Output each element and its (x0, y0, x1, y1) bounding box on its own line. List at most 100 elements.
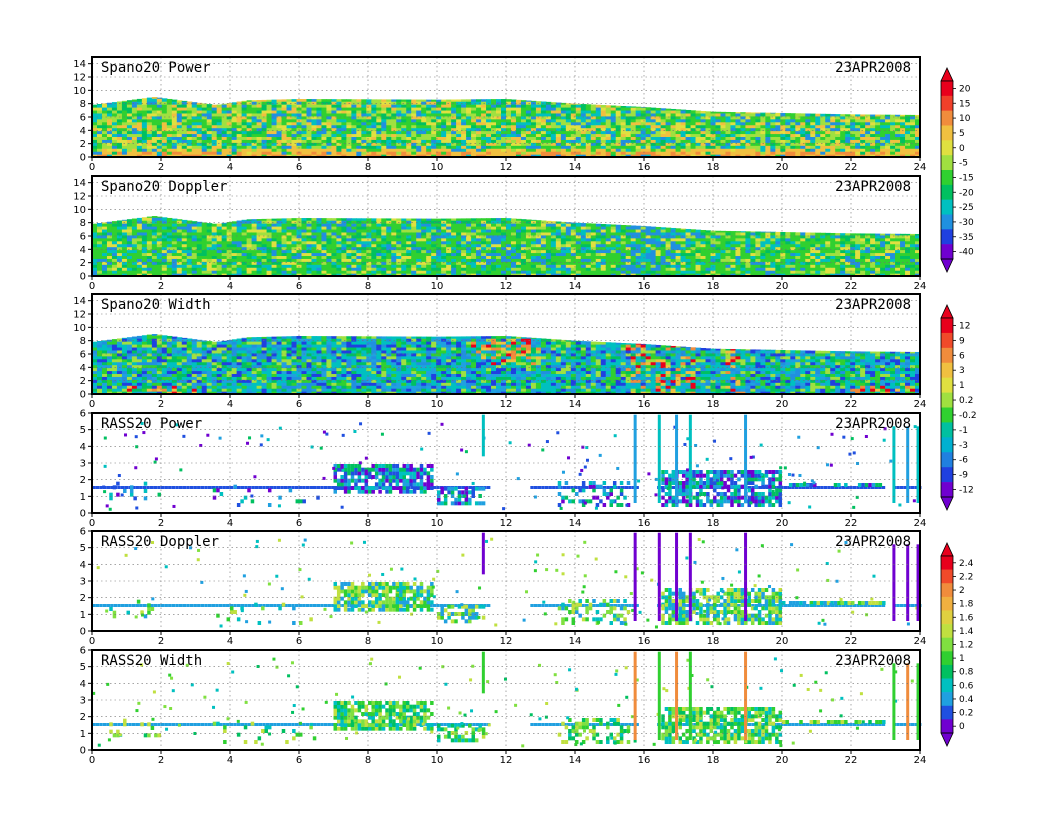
data-cell (326, 99, 333, 102)
data-cell (391, 148, 397, 152)
data-cell (381, 133, 387, 138)
data-cell (471, 142, 477, 146)
data-cell (321, 151, 328, 155)
data-cell (196, 154, 203, 158)
data-cell (575, 133, 582, 138)
data-cell (770, 127, 776, 132)
data-cell (900, 154, 906, 158)
data-cell (535, 136, 542, 140)
data-cell (196, 221, 203, 224)
data-cell (366, 218, 372, 221)
data-cell (835, 139, 841, 143)
data-cell (271, 115, 278, 120)
data-cell (421, 133, 427, 138)
data-cell (615, 151, 622, 155)
data-cell (476, 218, 482, 221)
data-cell (820, 127, 826, 132)
data-cell (660, 127, 667, 132)
data-cell (540, 151, 547, 155)
data-cell (700, 142, 707, 146)
data-cell (760, 139, 766, 143)
data-cell (401, 124, 407, 129)
data-cell (346, 139, 352, 143)
data-cell (261, 121, 268, 126)
data-cell (655, 115, 662, 120)
data-cell (196, 118, 203, 123)
data-cell (246, 142, 253, 146)
data-cell (600, 139, 607, 143)
data-cell (515, 124, 522, 129)
data-cell (101, 115, 108, 120)
data-cell (286, 104, 293, 108)
data-cell (610, 109, 617, 114)
data-cell (720, 115, 727, 120)
data-cell (386, 139, 392, 143)
data-cell (635, 139, 642, 143)
data-cell (640, 151, 647, 155)
data-cell (136, 109, 143, 114)
data-cell (750, 124, 756, 129)
data-cell (515, 151, 522, 155)
data-cell (106, 124, 113, 129)
data-cell (451, 118, 457, 123)
data-cell (316, 107, 323, 111)
data-cell (311, 109, 318, 114)
data-cell (780, 142, 786, 146)
data-cell (630, 148, 637, 152)
data-cell (735, 142, 742, 146)
data-cell (366, 107, 372, 111)
data-cell (785, 113, 791, 117)
data-cell (111, 151, 118, 155)
data-cell (166, 121, 173, 126)
data-cell (386, 124, 392, 129)
data-cell (176, 104, 183, 108)
data-cell (545, 139, 552, 143)
data-cell (875, 151, 881, 155)
data-cell (510, 104, 517, 108)
data-cell (216, 121, 223, 126)
data-cell (196, 133, 203, 138)
data-cell (745, 118, 752, 123)
data-cell (620, 136, 627, 140)
data-cell (685, 109, 692, 114)
data-cell (805, 115, 811, 120)
data-cell (915, 114, 921, 117)
data-cell (740, 127, 747, 132)
data-cell (540, 148, 547, 152)
data-cell (730, 127, 737, 132)
data-cell (161, 130, 168, 135)
data-cell (311, 121, 318, 126)
data-cell (710, 133, 717, 138)
data-cell (381, 109, 387, 114)
data-cell (391, 124, 397, 129)
data-cell (266, 109, 273, 114)
data-cell (401, 142, 407, 146)
data-cell (351, 148, 357, 152)
data-cell (376, 118, 382, 123)
data-cell (755, 112, 761, 117)
data-cell (356, 148, 362, 152)
data-cell (421, 142, 427, 146)
data-cell (770, 151, 776, 155)
data-cell (910, 130, 916, 135)
data-cell (565, 112, 572, 117)
data-cell (231, 145, 238, 149)
data-cell (506, 127, 512, 132)
data-cell (446, 142, 452, 146)
data-cell (236, 101, 243, 105)
data-cell (590, 148, 597, 152)
data-cell (311, 107, 318, 111)
data-cell (510, 133, 517, 138)
data-cell (461, 112, 467, 117)
data-cell (151, 142, 158, 146)
data-cell (176, 145, 183, 149)
data-cell (915, 136, 921, 140)
data-cell (471, 151, 477, 155)
data-cell (336, 133, 342, 138)
data-cell (406, 130, 412, 135)
data-cell (466, 151, 472, 155)
data-cell (825, 133, 831, 138)
data-cell (525, 121, 532, 126)
data-cell (750, 118, 756, 123)
data-cell (281, 151, 288, 155)
